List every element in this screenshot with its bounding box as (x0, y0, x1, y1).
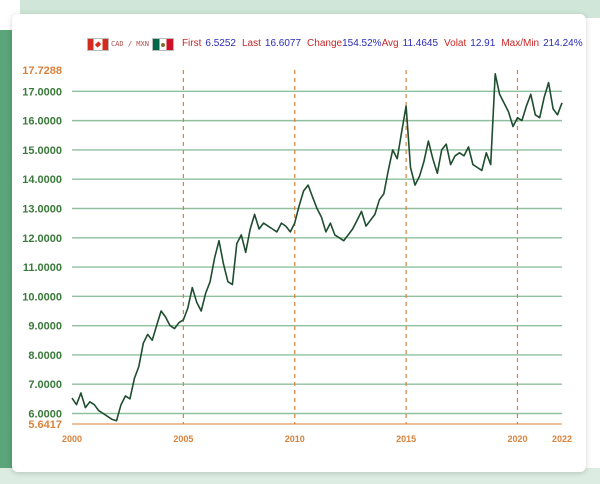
stat-avg-label: Avg (381, 38, 399, 49)
stat-change-label: Change (307, 38, 343, 49)
stat-maxmin-label: Max/Min (501, 38, 540, 49)
y-tick-label-2: 8.0000 (28, 350, 62, 362)
y-tick-label-1: 7.0000 (28, 379, 62, 391)
x-tick-label-2: 2010 (285, 434, 305, 444)
y-tick-label-11: 17.0000 (22, 86, 62, 98)
stat-first-value: 6.5252 (205, 38, 236, 49)
stat-maxmin-value: 214.24% (543, 38, 583, 49)
series-line-0 (71, 73, 563, 422)
x-tick-label-4: 2020 (507, 434, 527, 444)
mexico-flag-icon (151, 37, 174, 51)
y-max-label: 17.7288 (22, 65, 62, 77)
currency-pair-label: CAD / MXN (111, 40, 149, 48)
chart-card (12, 14, 586, 472)
y-tick-label-4: 10.0000 (22, 291, 62, 303)
y-tick-label-7: 13.0000 (22, 203, 62, 215)
y-tick-label-8: 14.0000 (22, 174, 62, 186)
y-tick-label-6: 12.0000 (22, 233, 62, 245)
background-strip-top (20, 0, 600, 18)
y-tick-label-3: 9.0000 (28, 321, 62, 333)
y-min-label: 5.6417 (28, 419, 62, 431)
stat-change-value: 154.52% (342, 38, 382, 49)
stat-volat-label: Volat (444, 38, 467, 49)
y-tick-label-9: 15.0000 (22, 145, 62, 157)
chart-header: CAD / MXN First 6.5252 Last 16.6077 Chan… (87, 36, 583, 52)
x-tick-label-3: 2015 (396, 434, 416, 444)
y-tick-label-0: 6.0000 (28, 409, 62, 421)
y-tick-label-10: 16.0000 (22, 116, 62, 128)
x-tick-label-1: 2005 (173, 434, 193, 444)
x-tick-label-5: 2022 (552, 434, 572, 444)
background-strip-bottom (0, 468, 600, 484)
stat-avg-value: 11.4645 (402, 38, 439, 49)
stat-last-value: 16.6077 (264, 38, 302, 49)
stat-first-label: First (181, 38, 202, 49)
canada-flag-icon (87, 37, 109, 51)
y-tick-label-5: 11.0000 (23, 262, 62, 274)
x-tick-label-0: 2000 (62, 434, 82, 444)
stat-last-label: Last (241, 38, 261, 49)
stat-volat-value: 12.91 (470, 38, 496, 49)
